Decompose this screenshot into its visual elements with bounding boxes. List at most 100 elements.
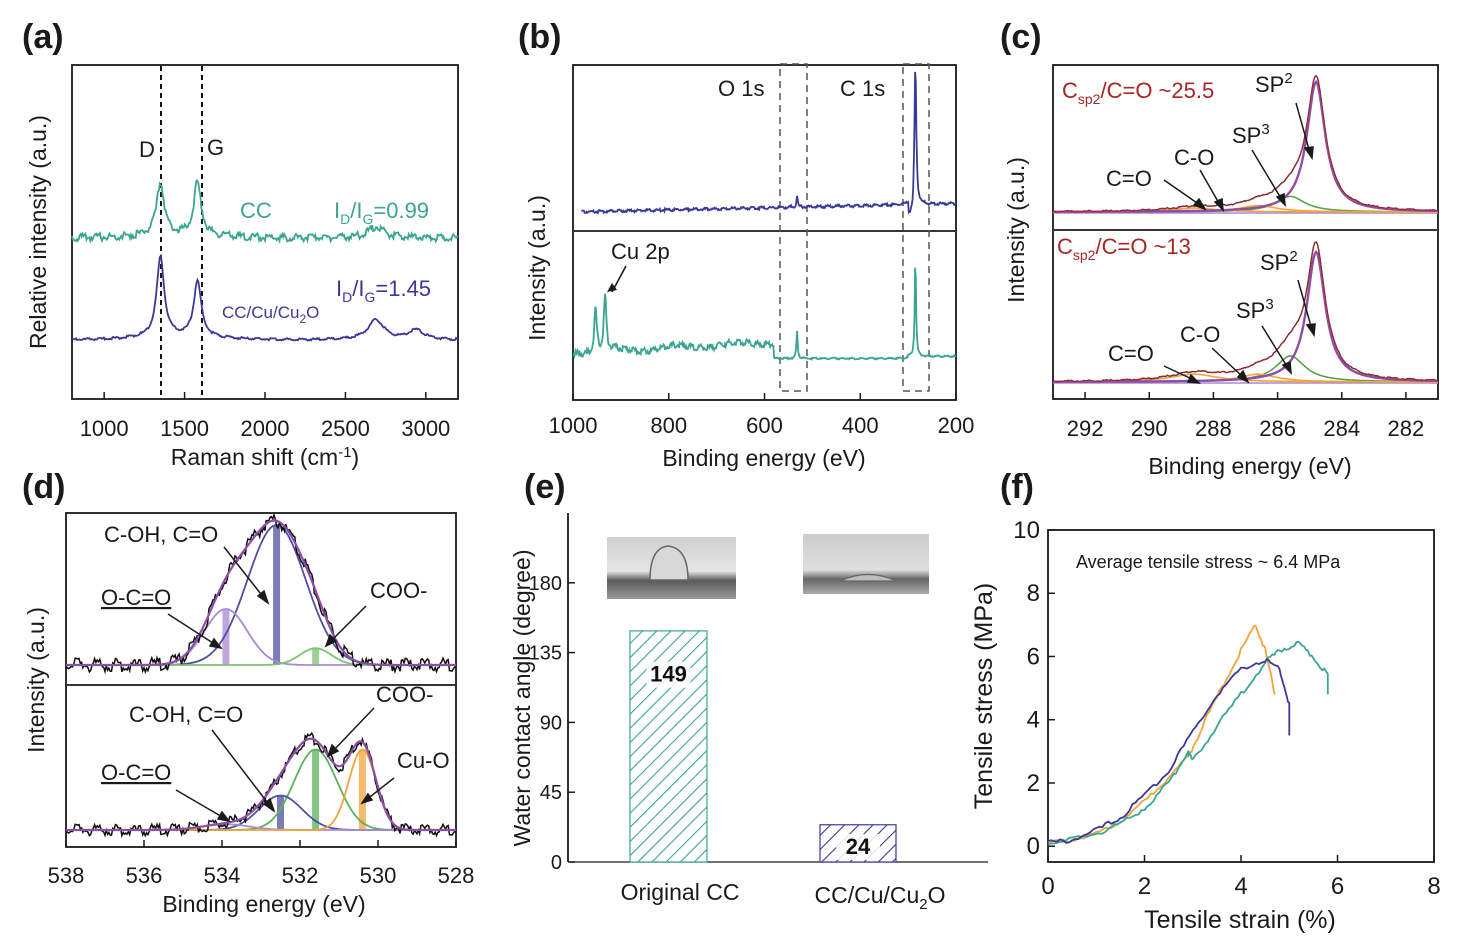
panel-d-top-curves (65, 512, 457, 675)
panel-c-top-sp2: SP2 (1255, 70, 1293, 97)
panel-a-peak-d: D (139, 137, 155, 162)
panel-d-ylabel: Intensity (a.u.) (23, 607, 49, 753)
droplet-cccu (839, 573, 897, 582)
panel-b-xtick-label: 200 (938, 413, 975, 438)
panel-d-xticks: 538 536 534 532 530 528 (48, 840, 475, 888)
panel-a-xticks: 1000 1500 2000 2500 3000 (80, 392, 450, 441)
panel-f-xtick-label: 0 (1041, 873, 1054, 900)
d-top-bar (273, 525, 281, 665)
d-top-bar (312, 648, 320, 665)
panel-b: (b) O 1s C 1s Cu 2p 1000 800 600 400 200 Bin… (518, 18, 974, 471)
panel-d-xtick-label: 528 (438, 863, 475, 888)
bar-0 (629, 630, 708, 863)
panel-f-ytick-label: 4 (1027, 707, 1040, 734)
panel-c-xlabel: Binding energy (eV) (1148, 453, 1351, 479)
panel-b-label-c1s: C 1s (840, 76, 885, 101)
panel-c-xticks: 292 290 288 286 284 282 (1067, 392, 1425, 441)
panel-d-arrows (167, 546, 395, 823)
panel-f-xlabel: Tensile strain (%) (1144, 906, 1336, 934)
panel-f-ticks: 0 2 4 6 8 0 2 4 6 8 10 (1013, 517, 1440, 900)
panel-c-ratio-bottom: Csp2/C=O ~13 (1057, 234, 1191, 263)
panel-e-ytick-label: 0 (551, 852, 562, 874)
panel-c-xtick-label: 290 (1131, 416, 1168, 441)
panel-f-ytick-label: 0 (1027, 833, 1040, 860)
panel-d-top-coo: COO- (370, 578, 427, 603)
panel-f-series-orange (1047, 624, 1276, 844)
d-bot-bar (312, 749, 320, 830)
panel-c-ratio-top: Csp2/C=O ~25.5 (1062, 78, 1214, 107)
panel-f-xtick-label: 4 (1234, 873, 1247, 900)
c-top-envelope (1052, 74, 1439, 213)
panel-d-xlabel: Binding energy (eV) (162, 891, 365, 917)
bar-label-bg-0 (646, 661, 691, 688)
bar-1 (819, 824, 897, 863)
panel-b-xtick-label: 800 (650, 413, 687, 438)
d-top-envelope (66, 519, 456, 667)
panel-d: (d) C-OH, C=O O-C=O COO- C-OH, C=O O-C=O… (22, 468, 474, 917)
panel-f-ytick-label: 8 (1027, 580, 1040, 607)
panel-a-xtick-label: 1500 (160, 416, 209, 441)
c-top-sp2 (1053, 80, 1438, 213)
panel-d-xtick-label: 532 (282, 863, 319, 888)
panel-b-xticks: 1000 800 600 400 200 (549, 393, 975, 438)
panel-b-label-o1s: O 1s (718, 76, 764, 101)
c-bot-envelope (1052, 241, 1439, 383)
panel-b-series-bottom (572, 267, 957, 362)
panel-a-ratio-cc: ID/IG=0.99 (334, 198, 429, 227)
panel-e-ytick-label: 45 (540, 782, 562, 804)
panel-b-xtick-label: 400 (842, 413, 879, 438)
droplet-photo-cccu (803, 534, 929, 594)
panel-e-ytick-label: 180 (529, 573, 562, 595)
panel-label-d: (d) (22, 468, 65, 506)
droplet-original-cc (649, 545, 689, 581)
panel-f-frame (1047, 529, 1435, 863)
bar-label-bg-1 (836, 834, 880, 860)
panel-f-ytick-label: 10 (1013, 517, 1040, 544)
panel-d-top-cohceqo: C-OH, C=O (104, 522, 218, 547)
panel-a-xtick-label: 2500 (321, 416, 370, 441)
panel-f-series (1047, 624, 1329, 846)
panel-f-xtick-label: 6 (1331, 873, 1344, 900)
panel-d-bottom-curves (65, 731, 457, 839)
panel-b-series-top (581, 71, 957, 215)
panel-b-cu-arrowhead (607, 283, 617, 292)
panel-a-frame (71, 64, 459, 400)
panel-e-yticks: 0 45 90 135 180 (529, 573, 575, 874)
panel-c-xtick-label: 286 (1259, 416, 1296, 441)
panel-c: (c) Csp2/C=O ~25.5 Csp2/C=O ~13 SP2 SP3 … (1000, 18, 1439, 479)
panel-f-ylabel: Tensile stress (MPa) (970, 583, 998, 809)
panel-b-xtick-label: 1000 (549, 413, 598, 438)
panel-a-series-cc (71, 179, 459, 245)
panel-a-label-cc: CC (240, 198, 272, 223)
panel-c-frame (1052, 64, 1439, 400)
panel-f-ytick-label: 2 (1027, 770, 1040, 797)
panel-a-xtick-label: 2000 (241, 416, 290, 441)
panel-c-top-sp3: SP3 (1232, 121, 1270, 148)
panel-f-annotation: Average tensile stress ~ 6.4 MPa (1076, 552, 1341, 572)
panel-f: (f) Average tensile stress ~ 6.4 MPa 0 2 4… (970, 468, 1441, 934)
panel-c-xtick-label: 284 (1323, 416, 1360, 441)
d-bot-bar (358, 749, 366, 830)
panel-b-ylabel: Intensity (a.u.) (524, 195, 550, 341)
panel-a-ylabel: Relative intensity (a.u.) (25, 115, 51, 349)
panel-label-b: (b) (518, 18, 561, 56)
panel-f-ytick-label: 6 (1027, 643, 1040, 670)
panel-d-xtick-label: 530 (360, 863, 397, 888)
panel-d-xtick-label: 534 (204, 863, 241, 888)
panel-b-o1s-box (779, 63, 808, 392)
panel-e: (e) 149 24 0 45 90 135 180 Original CC CC/Cu/… (509, 468, 988, 913)
panel-e-category-1: CC/Cu/Cu2O (814, 882, 945, 913)
panel-f-series-teal (1047, 640, 1329, 846)
d-bot-envelope (66, 737, 456, 832)
panel-e-ylabel: Water contact angle (degree) (509, 549, 535, 846)
bar-value-0: 149 (650, 662, 687, 687)
panel-a-xtick-label: 1000 (80, 416, 129, 441)
panel-d-bot-oceqo: O-C=O (101, 760, 171, 785)
panel-a-xlabel: Raman shift (cm-1) (171, 444, 359, 470)
panel-e-category-0: Original CC (621, 879, 740, 905)
panel-b-xtick-label: 600 (746, 413, 783, 438)
panel-b-label-cu2p: Cu 2p (611, 239, 670, 264)
panel-c-xtick-label: 282 (1388, 416, 1425, 441)
panel-a-xtick-label: 3000 (401, 416, 450, 441)
